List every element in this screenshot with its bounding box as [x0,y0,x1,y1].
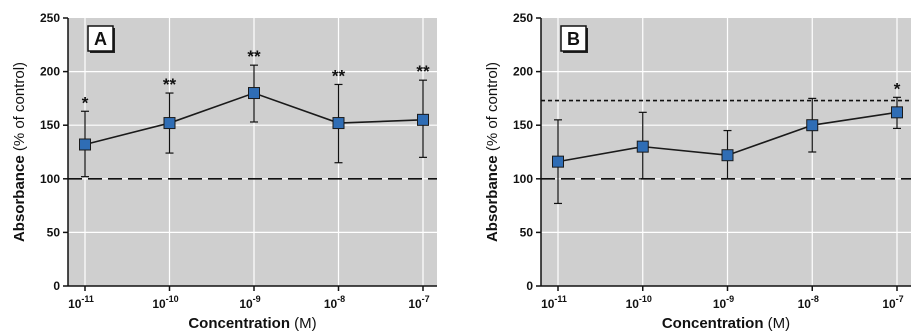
panel-b-data-point [891,106,903,119]
panel-a-x-tick-label: 10-11 [68,294,94,311]
panel-a-label: A [94,29,107,49]
panel-b: 0 50 100 150 200 250 10-11 10-10 10-9 10-8 10-7 * B C… [484,11,911,332]
panel-a-y-axis-title: Absorbance (% of control) [11,62,28,242]
panel-a-y-tick-label: 200 [40,65,60,79]
panel-b-y-tick-label: 0 [526,279,533,293]
panel-a-x-axis-title: Concentration (M) [188,315,316,332]
panel-b-y-tick-label: 100 [513,172,533,186]
panel-b-y-tick-label: 50 [520,225,534,239]
panel-b-x-tick-label: 10-10 [626,294,652,311]
panel-b-y-tick-label: 200 [513,65,533,79]
panel-a-significance-marker: ** [332,66,346,85]
panel-b-y-tick-label: 250 [513,11,533,25]
panel-a-y-tick-label: 0 [53,279,60,293]
panel-a-data-point [79,138,91,151]
panel-b-significance-marker: * [894,79,901,98]
panel-b-x-tick-label: 10-9 [713,294,734,311]
panel-b-label: B [567,29,580,49]
panel-b-data-point [636,140,649,153]
panel-b-label-box [560,25,587,52]
panel-a-y-tick-label: 150 [40,118,60,132]
panel-b-x-axis-title: Concentration (M) [662,315,790,332]
panel-b-data-point [806,119,819,132]
panel-a-x-tick-label: 10-7 [408,294,429,311]
panel-a-data-point [248,87,260,100]
panel-a-y-tick-label: 50 [47,225,61,239]
panel-a-data-point [332,117,345,130]
panel-a-x-tick-label: 10-8 [324,294,345,311]
panel-b-x-tick-label: 10-11 [541,294,567,311]
panel-b-x-tick-label: 10-8 [798,294,819,311]
panel-a-data-point [163,117,176,130]
panel-a-y-tick-label: 100 [40,172,60,186]
panel-a-x-tick-label: 10-10 [152,294,178,311]
panel-b-x-tick-label: 10-7 [882,294,903,311]
panel-a-y-tick-label: 250 [40,11,60,25]
panel-b-y-tick-label: 150 [513,118,533,132]
panel-a-significance-marker: ** [163,75,177,94]
panel-a-data-point [417,113,429,126]
panel-a-x-tick-label: 10-9 [239,294,260,311]
panel-b-y-axis-title: Absorbance (% of control) [484,62,501,242]
panel-a-significance-marker: ** [247,47,261,66]
panel-a-plot-area [68,18,437,286]
panel-a-significance-marker: * [82,93,89,112]
panel-b-data-point [552,155,564,168]
panel-a-significance-marker: ** [416,62,430,81]
panel-a-label-box [87,25,114,52]
panel-b-data-point [721,149,734,162]
